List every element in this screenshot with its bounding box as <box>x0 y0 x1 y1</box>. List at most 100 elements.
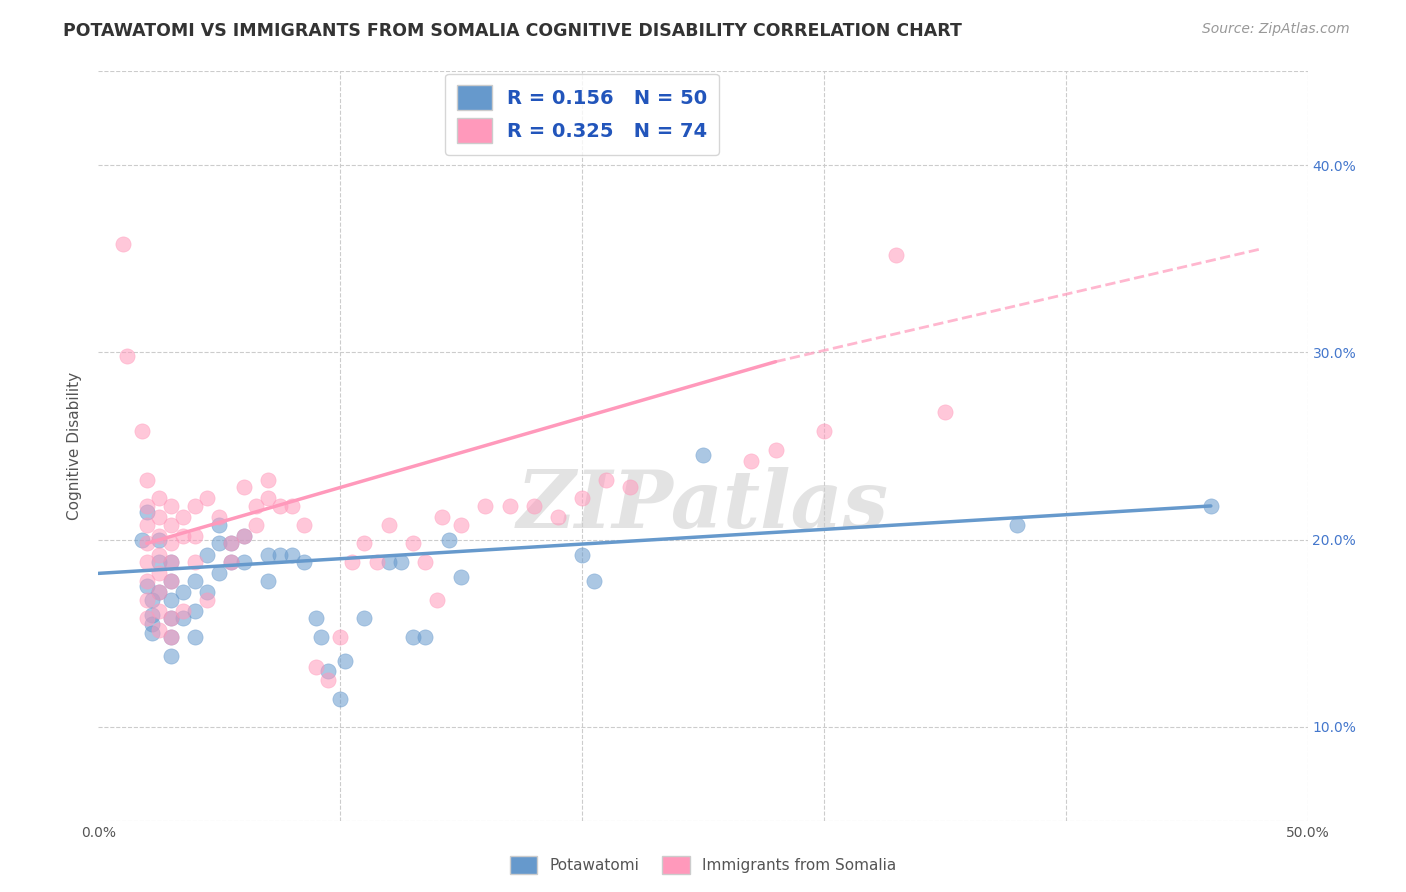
Point <box>281 499 304 513</box>
Point <box>160 574 183 588</box>
Point <box>195 491 218 506</box>
Point <box>692 449 714 463</box>
Point <box>160 499 183 513</box>
Point <box>498 499 520 513</box>
Point <box>430 510 453 524</box>
Point <box>245 499 267 513</box>
Point <box>148 604 170 618</box>
Point <box>221 555 243 569</box>
Point <box>141 626 163 640</box>
Point <box>195 585 218 599</box>
Point <box>135 611 157 625</box>
Point <box>135 555 157 569</box>
Point <box>117 349 139 363</box>
Point <box>131 533 153 547</box>
Point <box>148 533 170 547</box>
Text: ZIPatlas: ZIPatlas <box>517 467 889 545</box>
Point <box>333 655 356 669</box>
Point <box>389 555 412 569</box>
Point <box>413 630 436 644</box>
Point <box>195 548 218 562</box>
Point <box>141 592 163 607</box>
Point <box>135 473 157 487</box>
Point <box>160 611 183 625</box>
Point <box>437 533 460 547</box>
Point <box>232 555 254 569</box>
Point <box>160 630 183 644</box>
Point <box>160 517 183 532</box>
Point <box>886 248 908 262</box>
Point <box>208 536 231 550</box>
Point <box>523 499 546 513</box>
Text: POTAWATOMI VS IMMIGRANTS FROM SOMALIA COGNITIVE DISABILITY CORRELATION CHART: POTAWATOMI VS IMMIGRANTS FROM SOMALIA CO… <box>63 22 962 40</box>
Point <box>160 555 183 569</box>
Point <box>135 580 157 594</box>
Point <box>232 529 254 543</box>
Y-axis label: Cognitive Disability: Cognitive Disability <box>67 372 83 520</box>
Point <box>184 499 207 513</box>
Point <box>135 592 157 607</box>
Point <box>172 529 194 543</box>
Point <box>184 529 207 543</box>
Point <box>474 499 496 513</box>
Point <box>208 566 231 581</box>
Point <box>135 574 157 588</box>
Point <box>160 574 183 588</box>
Point <box>571 548 593 562</box>
Point <box>426 592 449 607</box>
Point <box>571 491 593 506</box>
Point <box>148 529 170 543</box>
Point <box>148 491 170 506</box>
Point <box>160 630 183 644</box>
Point <box>256 548 278 562</box>
Point <box>221 536 243 550</box>
Point <box>148 585 170 599</box>
Point <box>619 480 641 494</box>
Point <box>765 442 787 457</box>
Point <box>141 607 163 622</box>
Point <box>172 611 194 625</box>
Point <box>269 499 291 513</box>
Point <box>172 585 194 599</box>
Point <box>413 555 436 569</box>
Legend: R = 0.156   N = 50, R = 0.325   N = 74: R = 0.156 N = 50, R = 0.325 N = 74 <box>446 73 718 154</box>
Point <box>366 555 388 569</box>
Point <box>160 648 183 663</box>
Point <box>131 424 153 438</box>
Point <box>221 536 243 550</box>
Point <box>316 664 339 678</box>
Point <box>135 536 157 550</box>
Point <box>221 555 243 569</box>
Point <box>141 617 163 632</box>
Point <box>148 510 170 524</box>
Point <box>450 570 472 584</box>
Text: Source: ZipAtlas.com: Source: ZipAtlas.com <box>1202 22 1350 37</box>
Point <box>232 480 254 494</box>
Point <box>184 555 207 569</box>
Point <box>316 673 339 688</box>
Point <box>232 529 254 543</box>
Point <box>208 510 231 524</box>
Point <box>342 555 364 569</box>
Point <box>245 517 267 532</box>
Point <box>305 611 328 625</box>
Point <box>377 555 399 569</box>
Point <box>160 536 183 550</box>
Point <box>195 592 218 607</box>
Point <box>256 473 278 487</box>
Point <box>135 505 157 519</box>
Point <box>353 536 375 550</box>
Point <box>160 592 183 607</box>
Point <box>281 548 304 562</box>
Point <box>135 517 157 532</box>
Point <box>402 536 425 550</box>
Point <box>353 611 375 625</box>
Point <box>292 555 315 569</box>
Point <box>160 611 183 625</box>
Point <box>377 517 399 532</box>
Point <box>256 574 278 588</box>
Point <box>160 555 183 569</box>
Point <box>329 630 352 644</box>
Point <box>813 424 835 438</box>
Point <box>184 574 207 588</box>
